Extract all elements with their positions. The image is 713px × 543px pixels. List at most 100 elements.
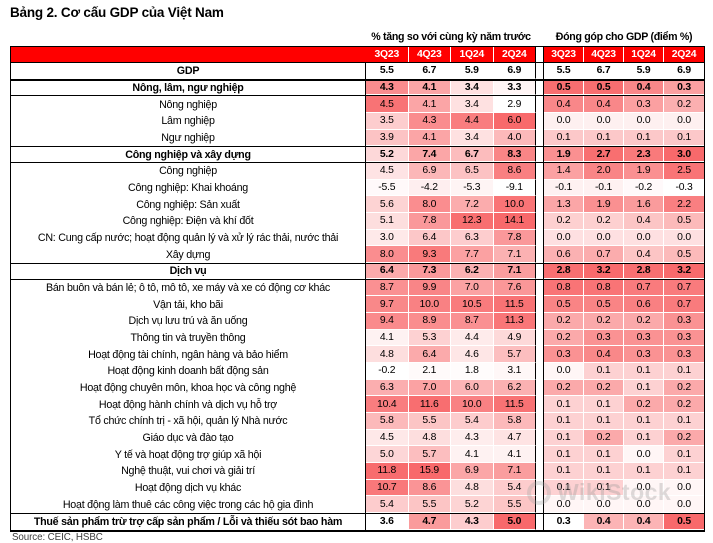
growth-value-cell: 3.3 xyxy=(493,80,536,96)
contribution-value-cell: 0.0 xyxy=(544,496,584,514)
contribution-value-cell: 0.3 xyxy=(624,96,664,114)
contribution-value-cell: 2.8 xyxy=(544,264,584,279)
growth-value-cell: 7.1 xyxy=(493,463,536,480)
table-row: Hoạt động kinh doanh bất động sản -0.2 2.1… xyxy=(11,363,704,380)
contribution-value-cell: 6.9 xyxy=(664,63,704,79)
column-group-divider xyxy=(536,363,544,380)
contribution-value-cell: 0.5 xyxy=(664,246,704,264)
growth-value-cell: 4.1 xyxy=(408,96,451,114)
contribution-value-cell: 0.0 xyxy=(584,229,624,247)
table-rows: GDP 5.5 6.7 5.9 6.9 5.5 6.7 5.9 6.9 Nông, lâm, ng… xyxy=(11,63,704,530)
contribution-value-cell: 0.0 xyxy=(544,113,584,130)
contribution-value-cell: 0.1 xyxy=(624,363,664,380)
growth-value-cell: 4.1 xyxy=(366,329,409,347)
growth-value-cell: 7.1 xyxy=(493,264,536,279)
contribution-value-cell: 0.1 xyxy=(584,396,624,414)
growth-value-cell: 5.5 xyxy=(408,413,451,430)
column-group-divider xyxy=(536,396,544,414)
growth-value-cell: 7.0 xyxy=(451,279,494,297)
row-label: Hoạt động tài chính, ngân hàng và bảo hi… xyxy=(11,346,366,364)
contribution-value-cell: 0.2 xyxy=(544,213,584,230)
column-group-divider xyxy=(536,463,544,480)
contribution-value-cell: 0.5 xyxy=(544,80,584,96)
column-group-divider xyxy=(536,229,544,247)
growth-value-cell: 4.8 xyxy=(408,429,451,447)
growth-value-cell: 5.6 xyxy=(366,196,409,214)
contribution-value-cell: 0.1 xyxy=(544,479,584,497)
growth-value-cell: 6.0 xyxy=(451,379,494,397)
contribution-value-cell: 0.2 xyxy=(664,396,704,414)
contribution-value-cell: 0.3 xyxy=(624,346,664,364)
growth-value-cell: 8.6 xyxy=(493,163,536,180)
growth-value-cell: 3.1 xyxy=(493,363,536,380)
row-label: Xây dựng xyxy=(11,246,366,264)
growth-value-cell: 6.9 xyxy=(451,463,494,480)
table-row: Xây dựng 8.0 9.3 7.7 7.1 0.6 0.7 0.4 0.5 xyxy=(11,246,704,264)
row-label: Giáo dục và đào tạo xyxy=(11,429,366,447)
table-row: Lâm nghiệp 3.5 4.3 4.4 6.0 0.0 0.0 0.0 0.0 xyxy=(11,113,704,130)
growth-value-cell: 9.7 xyxy=(366,296,409,314)
growth-value-cell: 7.8 xyxy=(408,213,451,230)
row-label: Nông, lâm, ngư nghiệp xyxy=(11,80,366,96)
growth-value-cell: 9.3 xyxy=(408,246,451,264)
growth-value-cell: 3.4 xyxy=(451,96,494,114)
contribution-value-cell: 0.1 xyxy=(584,129,624,147)
growth-value-cell: -5.3 xyxy=(451,179,494,197)
contribution-value-cell: 5.9 xyxy=(624,63,664,79)
column-group-divider xyxy=(536,329,544,347)
growth-value-cell: 4.3 xyxy=(366,80,409,96)
growth-value-cell: 6.2 xyxy=(493,379,536,397)
quarter-header: 2Q24 xyxy=(664,47,704,62)
contribution-value-cell: 0.0 xyxy=(624,229,664,247)
contribution-value-cell: 0.1 xyxy=(584,413,624,430)
contribution-value-cell: 0.8 xyxy=(584,279,624,297)
table-header-row: 3Q23 4Q23 1Q24 2Q24 3Q23 4Q23 1Q24 2Q24 xyxy=(11,47,704,63)
growth-value-cell: 8.0 xyxy=(408,196,451,214)
contribution-value-cell: 0.1 xyxy=(624,413,664,430)
contribution-value-cell: 0.0 xyxy=(544,363,584,380)
growth-value-cell: 5.5 xyxy=(408,496,451,514)
table-row: Nông nghiệp 4.5 4.1 3.4 2.9 0.4 0.4 0.3 0.2 xyxy=(11,96,704,114)
contribution-value-cell: 0.1 xyxy=(664,363,704,380)
growth-value-cell: 6.7 xyxy=(408,63,451,79)
contribution-value-cell: 0.1 xyxy=(584,479,624,497)
quarter-header: 2Q24 xyxy=(493,47,536,62)
contribution-value-cell: 0.0 xyxy=(664,496,704,514)
contribution-value-cell: 0.5 xyxy=(544,296,584,314)
growth-value-cell: 5.0 xyxy=(493,514,536,530)
row-label: Công nghiệp: Điện và khí đốt xyxy=(11,213,366,230)
contribution-value-cell: 0.1 xyxy=(584,446,624,464)
header-spacer xyxy=(11,47,366,62)
growth-value-cell: 4.7 xyxy=(408,514,451,530)
contribution-value-cell: 0.5 xyxy=(664,514,704,530)
contribution-value-cell: 1.9 xyxy=(584,196,624,214)
growth-value-cell: 1.8 xyxy=(451,363,494,380)
contribution-value-cell: 0.0 xyxy=(624,113,664,130)
table-row: Bán buôn và bán lẻ; ô tô, mô tô, xe máy … xyxy=(11,279,704,297)
column-group-divider xyxy=(536,147,544,163)
contribution-value-cell: 0.2 xyxy=(544,313,584,330)
column-group-divider xyxy=(536,413,544,430)
contribution-value-cell: -0.1 xyxy=(544,179,584,197)
table-row: CN: Cung cấp nước; hoạt động quản lý và … xyxy=(11,229,704,247)
growth-value-cell: 4.0 xyxy=(493,129,536,147)
column-group-divider xyxy=(536,47,544,62)
growth-value-cell: 4.5 xyxy=(366,163,409,180)
contribution-value-cell: 0.1 xyxy=(544,129,584,147)
row-label: Công nghiệp: Khai khoáng xyxy=(11,179,366,197)
contribution-value-cell: 0.1 xyxy=(544,413,584,430)
contribution-value-cell: 0.1 xyxy=(544,429,584,447)
contribution-value-cell: 0.4 xyxy=(544,96,584,114)
growth-value-cell: 7.3 xyxy=(408,264,451,279)
growth-value-cell: 11.5 xyxy=(493,396,536,414)
column-group-divider xyxy=(536,379,544,397)
contribution-value-cell: 2.8 xyxy=(624,264,664,279)
growth-value-cell: 6.4 xyxy=(408,229,451,247)
column-group-label-growth: % tăng so với cùng kỳ năm trước xyxy=(371,31,531,43)
growth-value-cell: 6.5 xyxy=(451,163,494,180)
column-group-divider xyxy=(536,179,544,197)
contribution-value-cell: 0.8 xyxy=(544,279,584,297)
growth-value-cell: 5.8 xyxy=(493,413,536,430)
table-row: Hoạt động chuyên môn, khoa học và công n… xyxy=(11,379,704,397)
growth-value-cell: 6.4 xyxy=(366,264,409,279)
